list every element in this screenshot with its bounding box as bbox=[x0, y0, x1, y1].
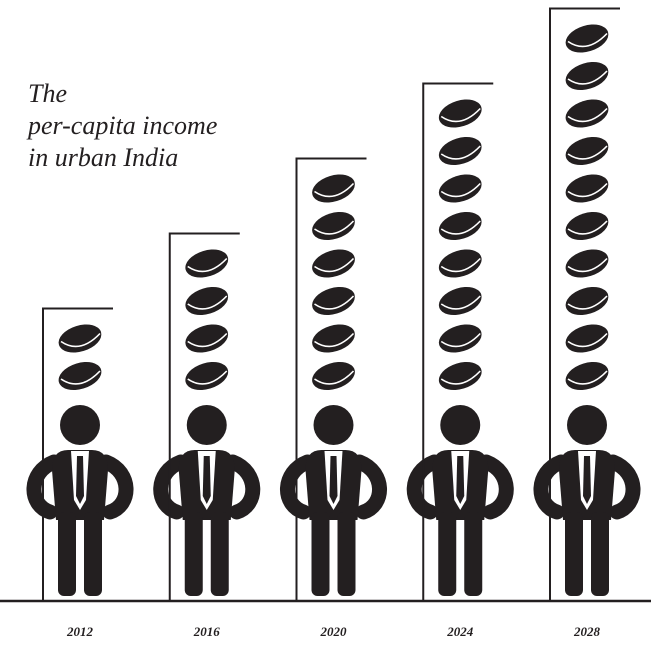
coin-edge bbox=[187, 370, 228, 385]
coin-edge bbox=[440, 182, 481, 198]
person-arms bbox=[153, 454, 261, 520]
x-tick-label: 2028 bbox=[573, 624, 601, 639]
coin-edge bbox=[60, 370, 101, 385]
person-icon bbox=[533, 405, 641, 596]
person-icon bbox=[26, 405, 134, 596]
coin-stack bbox=[58, 324, 102, 390]
person-leg bbox=[464, 512, 483, 596]
coin-edge bbox=[567, 257, 608, 273]
x-tick-label: 2024 bbox=[446, 624, 474, 639]
coin-edge bbox=[440, 370, 481, 385]
coin-edge bbox=[567, 295, 608, 310]
person-leg bbox=[84, 512, 102, 596]
person-arms bbox=[280, 454, 387, 520]
x-tick-label: 2016 bbox=[193, 624, 221, 639]
coin-edge bbox=[314, 295, 355, 310]
person-leg bbox=[210, 512, 229, 596]
coin-edge bbox=[567, 145, 608, 160]
person-head bbox=[567, 405, 607, 445]
person-tie bbox=[329, 456, 338, 504]
x-tick-label: 2012 bbox=[66, 624, 94, 639]
coin-edge bbox=[440, 295, 481, 310]
person-leg bbox=[565, 512, 583, 596]
person-leg bbox=[591, 512, 609, 596]
x-tick-label: 2020 bbox=[320, 624, 348, 639]
coin-edge bbox=[60, 332, 101, 348]
person-leg bbox=[184, 512, 203, 596]
coin-stack bbox=[312, 174, 355, 390]
person-leg bbox=[337, 512, 356, 596]
coin-edge bbox=[187, 257, 228, 273]
coin-edge bbox=[314, 370, 355, 385]
person-tie bbox=[583, 456, 591, 504]
coin-edge bbox=[187, 295, 228, 310]
person-arms bbox=[406, 454, 514, 520]
bracket bbox=[168, 232, 240, 600]
coin-edge bbox=[314, 220, 355, 235]
person-icon bbox=[153, 405, 261, 596]
person-leg bbox=[438, 512, 457, 596]
chart-title: in urban India bbox=[28, 143, 178, 172]
bracket bbox=[295, 157, 367, 600]
person-tie bbox=[202, 456, 211, 504]
coin-edge bbox=[567, 182, 608, 198]
coin-edge bbox=[567, 70, 608, 85]
coin-edge bbox=[567, 32, 608, 48]
person-icon bbox=[406, 405, 514, 596]
coin-edge bbox=[567, 107, 608, 123]
person-arms bbox=[26, 454, 134, 520]
coin-edge bbox=[314, 332, 355, 348]
person-leg bbox=[311, 512, 330, 596]
bracket bbox=[42, 307, 113, 600]
coin-edge bbox=[567, 370, 608, 385]
coin-edge bbox=[440, 332, 481, 348]
coin-edge bbox=[567, 332, 608, 348]
person-head bbox=[186, 405, 227, 445]
coin-edge bbox=[440, 220, 481, 235]
person-arms bbox=[533, 454, 641, 520]
person-head bbox=[440, 405, 481, 445]
coin-edge bbox=[314, 182, 355, 198]
person-tie bbox=[76, 456, 84, 504]
coin-edge bbox=[440, 107, 481, 123]
coin-stack bbox=[185, 249, 229, 390]
coin-stack bbox=[438, 99, 482, 390]
person-head bbox=[313, 405, 354, 445]
chart-title: per-capita income bbox=[26, 111, 217, 140]
coin-edge bbox=[187, 332, 228, 348]
person-icon bbox=[280, 405, 387, 596]
person-tie bbox=[456, 456, 465, 504]
coin-edge bbox=[314, 257, 355, 273]
person-leg bbox=[58, 512, 76, 596]
coin-edge bbox=[567, 220, 608, 235]
coin-edge bbox=[440, 257, 481, 273]
bracket bbox=[422, 82, 494, 600]
chart-title: The bbox=[28, 79, 67, 108]
person-head bbox=[60, 405, 100, 445]
coin-stack bbox=[565, 24, 609, 390]
coin-edge bbox=[440, 145, 481, 160]
bracket bbox=[549, 7, 620, 600]
